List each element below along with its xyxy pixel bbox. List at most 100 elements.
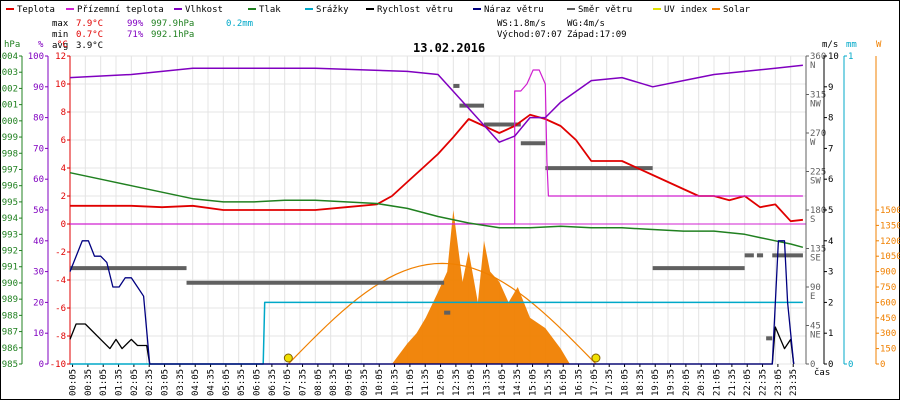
x-tick-label: 22:35 — [759, 369, 769, 396]
winddir-tick-label: 90 — [810, 283, 821, 293]
pressure-tick-label: 993 — [2, 230, 18, 240]
series-ground-temperature — [70, 69, 803, 225]
x-tick-label: 04:05 — [191, 369, 201, 396]
x-tick-label: 20:05 — [682, 369, 692, 396]
winddir-tick-dir: N — [810, 61, 815, 71]
winddir-tick-dir: SW — [810, 177, 821, 187]
x-tick-label: 19:35 — [667, 369, 677, 396]
stats-max-rain: 0.2mm — [226, 19, 253, 29]
temperature-tick-label: -8 — [55, 332, 66, 342]
x-tick-label: 02:35 — [145, 369, 155, 396]
wind-tick-label: 8 — [828, 114, 833, 124]
solar-tick-label: 750 — [880, 283, 896, 293]
x-axis-label: čas — [814, 367, 830, 378]
humidity-tick-label: 0 — [39, 360, 44, 370]
solar-tick-label: 0 — [880, 360, 885, 370]
winddir-tick-label: 360 — [810, 52, 826, 62]
winddir-tick-label: 135 — [810, 245, 826, 255]
stats-ws: WS:1.8m/s — [497, 19, 546, 29]
pressure-tick-label: 986 — [2, 344, 18, 354]
x-tick-label: 16:05 — [559, 369, 569, 396]
x-tick-label: 09:05 — [345, 369, 355, 396]
pressure-tick-label: 994 — [2, 214, 18, 224]
rain-tick-label: 0 — [848, 360, 853, 370]
x-tick-label: 21:05 — [713, 369, 723, 396]
wind-tick-label: 2 — [828, 298, 833, 308]
series-solar-clear-sky — [287, 262, 597, 365]
temperature-tick-label: 6 — [61, 136, 66, 146]
pressure-tick-label: 987 — [2, 328, 18, 338]
x-tick-label: 00:05 — [69, 369, 79, 396]
winddir-tick-dir: SE — [810, 254, 821, 264]
solar-tick-label: 300 — [880, 329, 896, 339]
x-tick-label: 02:05 — [130, 369, 140, 396]
pressure-tick-label: 991 — [2, 263, 18, 273]
pressure-unit: hPa — [4, 40, 20, 50]
solar-unit: W — [876, 40, 882, 50]
x-tick-label: 11:35 — [421, 369, 431, 396]
x-tick-label: 06:05 — [253, 369, 263, 396]
x-tick-label: 17:05 — [590, 369, 600, 396]
wind-tick-label: 4 — [828, 237, 833, 247]
pressure-tick-label: 988 — [2, 311, 18, 321]
solar-tick-label: 900 — [880, 268, 896, 278]
x-tick-label: 18:35 — [636, 369, 646, 396]
humidity-tick-label: 80 — [33, 114, 44, 124]
stats-wg: WG:4m/s — [567, 19, 605, 29]
wind-tick-label: 7 — [828, 144, 833, 154]
humidity-tick-label: 10 — [33, 329, 44, 339]
pressure-tick-label: 1000 — [0, 117, 18, 127]
winddir-tick-label: 0 — [810, 360, 815, 370]
plot-area — [69, 64, 804, 365]
wind-tick-label: 5 — [828, 206, 833, 216]
humidity-tick-label: 30 — [33, 268, 44, 278]
x-tick-label: 01:35 — [115, 369, 125, 396]
sunrise-marker — [283, 353, 293, 363]
legend: Teplota Přízemní teplota Vlhkost Tlak Srážky… — [6, 5, 751, 15]
wind-unit: m/s — [822, 40, 838, 50]
winddir-tick-dir: NE — [810, 331, 821, 341]
x-tick-label: 05:35 — [237, 369, 247, 396]
series-temperature — [70, 113, 804, 223]
legend-label-3: Tlak — [259, 5, 281, 15]
legend-label-6: Náraz větru — [484, 5, 544, 15]
x-tick-label: 03:35 — [176, 369, 186, 396]
legend-label-4: Srážky — [316, 5, 349, 15]
pressure-tick-label: 1003 — [0, 68, 18, 78]
pressure-tick-label: 1001 — [0, 101, 18, 111]
x-tick-label: 12:05 — [437, 369, 447, 396]
pressure-tick-label: 989 — [2, 295, 18, 305]
rain-unit: mm — [846, 40, 857, 50]
pressure-tick-label: 998 — [2, 149, 18, 159]
stats-min-hum: 71% — [127, 30, 144, 40]
solar-tick-label: 1500 — [880, 206, 900, 216]
x-tick-label: 15:05 — [529, 369, 539, 396]
series-wind-gust — [69, 240, 795, 365]
winddir-tick-dir: S — [810, 215, 815, 225]
series-humidity — [69, 64, 803, 143]
winddir-tick-dir: NW — [810, 100, 821, 110]
pressure-tick-label: 985 — [2, 360, 18, 370]
temperature-tick-label: -4 — [55, 276, 66, 286]
winddir-tick-label: 225 — [810, 168, 826, 178]
x-tick-label: 15:35 — [544, 369, 554, 396]
pressure-tick-label: 1004 — [0, 52, 18, 62]
temperature-tick-label: 10 — [55, 80, 66, 90]
legend-label-0: Teplota — [17, 5, 55, 15]
solar-tick-label: 1050 — [880, 252, 900, 262]
humidity-tick-label: 60 — [33, 175, 44, 185]
solar-tick-label: 1350 — [880, 221, 900, 231]
x-tick-label: 08:05 — [314, 369, 324, 396]
winddir-tick-label: 270 — [810, 129, 826, 139]
humidity-tick-label: 90 — [33, 83, 44, 93]
stats-max-temp: 7.9°C — [76, 19, 103, 29]
stats-sunrise: Východ:07:07 — [497, 30, 562, 40]
temperature-tick-label: 0 — [61, 220, 66, 230]
sunset-marker — [591, 353, 601, 363]
humidity-tick-label: 70 — [33, 144, 44, 154]
x-tick-label: 14:35 — [513, 369, 523, 396]
x-tick-label: 05:05 — [222, 369, 232, 396]
pressure-tick-label: 997 — [2, 165, 18, 175]
